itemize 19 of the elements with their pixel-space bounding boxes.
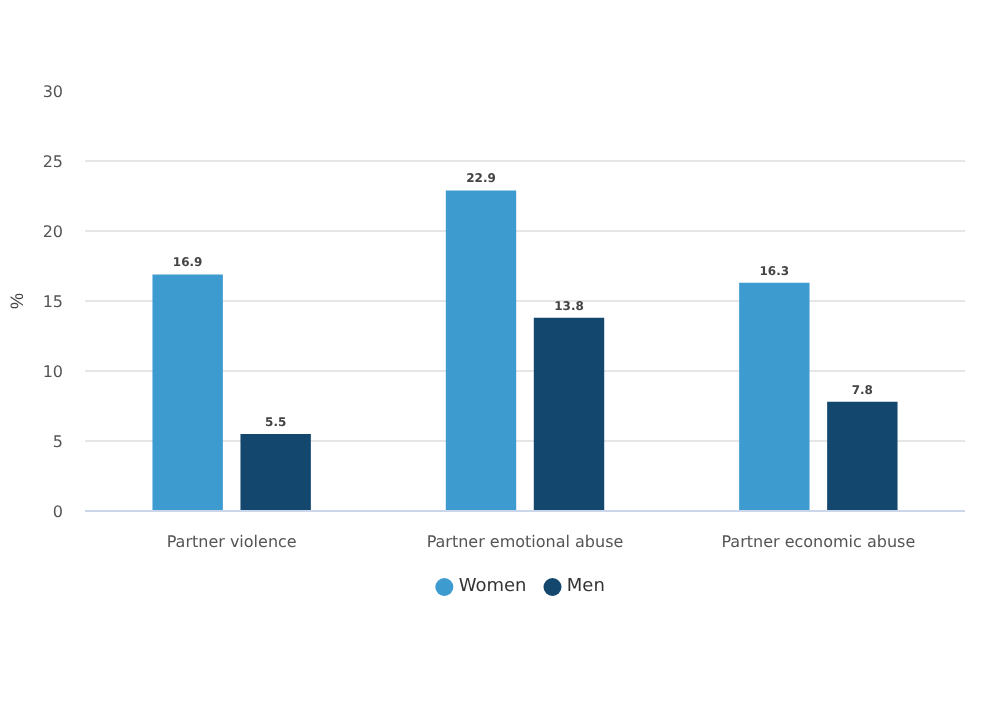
bar [240, 434, 311, 511]
bar [152, 274, 223, 511]
y-tick-label: 30 [42, 83, 64, 101]
y-tick-label: 15 [42, 293, 64, 311]
legend-label: Women [458, 577, 527, 597]
bar [827, 401, 898, 511]
bar [739, 282, 810, 511]
x-tick-label: Partner emotional abuse [426, 533, 624, 551]
y-tick-label: 5 [52, 433, 64, 451]
bar [533, 317, 605, 511]
y-tick-label: 0 [52, 503, 64, 521]
y-tick-label: 25 [42, 153, 64, 171]
x-tick-label: Partner economic abuse [721, 533, 916, 551]
y-axis-title: % [6, 292, 27, 309]
legend-label: Men [566, 577, 605, 597]
x-tick-label: Partner violence [166, 533, 297, 551]
bar [445, 190, 517, 511]
y-tick-label: 20 [42, 223, 64, 241]
y-tick-label: 10 [42, 363, 64, 381]
